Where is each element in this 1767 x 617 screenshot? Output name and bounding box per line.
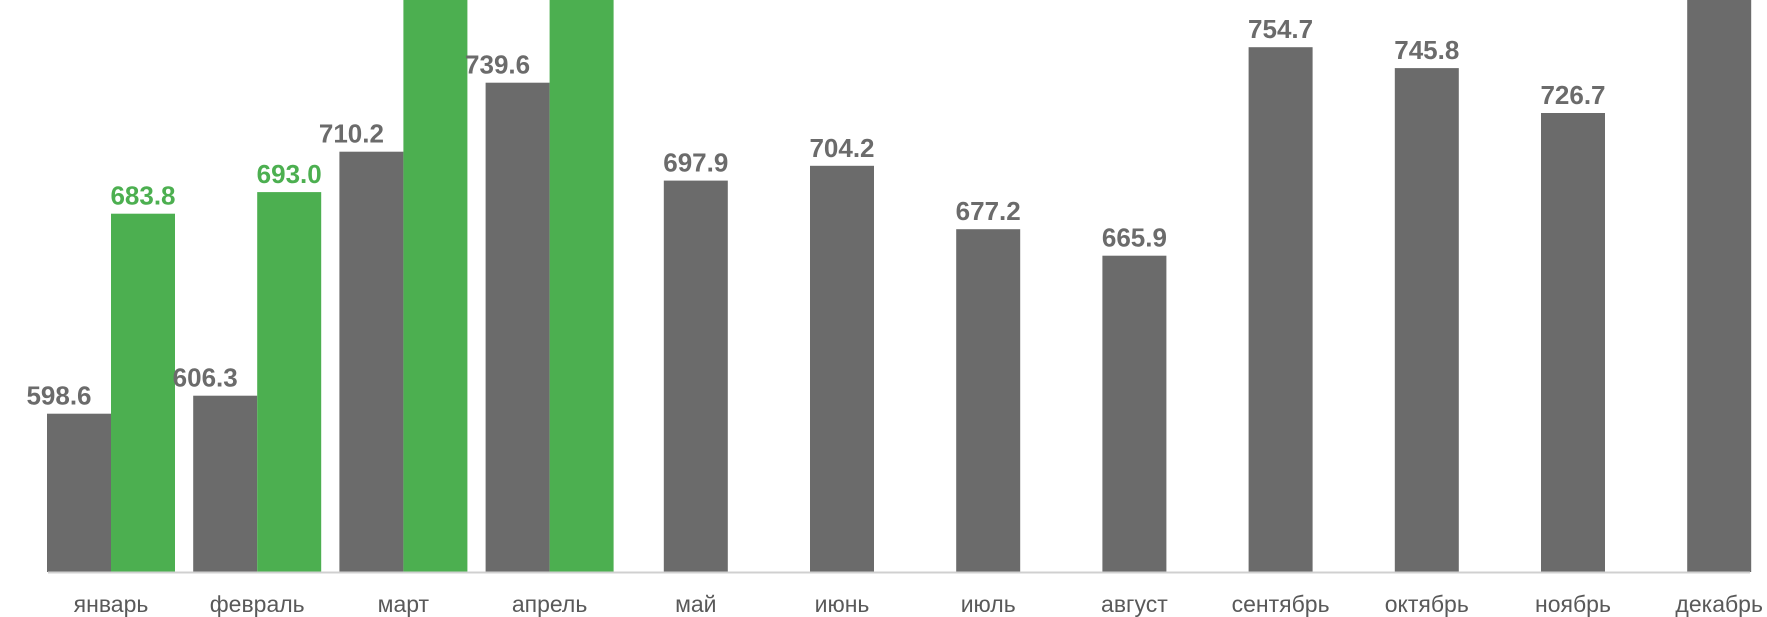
value-label-series1-февраль: 606.3 (173, 363, 238, 393)
category-label-апрель: апрель (512, 591, 587, 617)
value-label-series1-март: 710.2 (319, 119, 384, 149)
bar-series1-январь (47, 413, 111, 572)
value-label-series2-январь: 683.8 (110, 181, 175, 211)
bar-series1-сентябрь (1248, 47, 1313, 572)
bar-series1-май (663, 180, 728, 572)
category-label-февраль: февраль (210, 591, 305, 617)
bar-series1-июнь (810, 165, 874, 573)
category-label-август: август (1101, 591, 1168, 617)
bar-series1-октябрь (1394, 68, 1459, 572)
category-label-декабрь: декабрь (1675, 591, 1763, 617)
category-labels-layer: январь февраль март апрель май июнь июль август… (74, 591, 1763, 617)
category-label-январь: январь (74, 591, 149, 617)
value-label-series1-сентябрь: 754.7 (1248, 14, 1313, 44)
bar-series1-декабрь (1687, 0, 1752, 573)
bar-series1-апрель (485, 82, 550, 572)
value-label-series1-январь: 598.6 (26, 381, 91, 411)
category-label-октябрь: октябрь (1385, 591, 1469, 617)
category-label-сентябрь: сентябрь (1232, 591, 1330, 617)
category-label-март: март (378, 591, 430, 617)
bars-layer (47, 0, 1752, 573)
value-label-series1-ноябрь: 726.7 (1540, 80, 1605, 110)
value-labels-layer: 598.6683.8606.3693.0710.2808.3739.6818.7… (26, 14, 1605, 411)
value-label-series1-июль: 677.2 (956, 196, 1021, 226)
category-label-июнь: июнь (815, 591, 870, 617)
bar-series1-август (1102, 255, 1167, 572)
bar-series2-март (403, 0, 468, 572)
value-label-series1-июнь: 704.2 (809, 133, 874, 163)
value-label-series1-апрель: 739.6 (465, 50, 530, 80)
bar-series1-июль (956, 229, 1021, 572)
bar-series2-январь (111, 213, 175, 572)
category-label-ноябрь: ноябрь (1535, 591, 1611, 617)
bar-series1-февраль (193, 395, 258, 572)
value-label-series1-август: 665.9 (1102, 223, 1167, 253)
value-label-series2-февраль: 693.0 (257, 159, 322, 189)
category-label-май: май (675, 591, 716, 617)
bar-series1-ноябрь (1541, 113, 1605, 572)
bar-series2-апрель (549, 0, 614, 572)
category-label-июль: июль (961, 591, 1016, 617)
bar-series2-февраль (257, 192, 322, 572)
bar-series1-март (339, 151, 404, 572)
value-label-series1-октябрь: 745.8 (1394, 35, 1459, 65)
value-label-series1-май: 697.9 (663, 148, 728, 178)
